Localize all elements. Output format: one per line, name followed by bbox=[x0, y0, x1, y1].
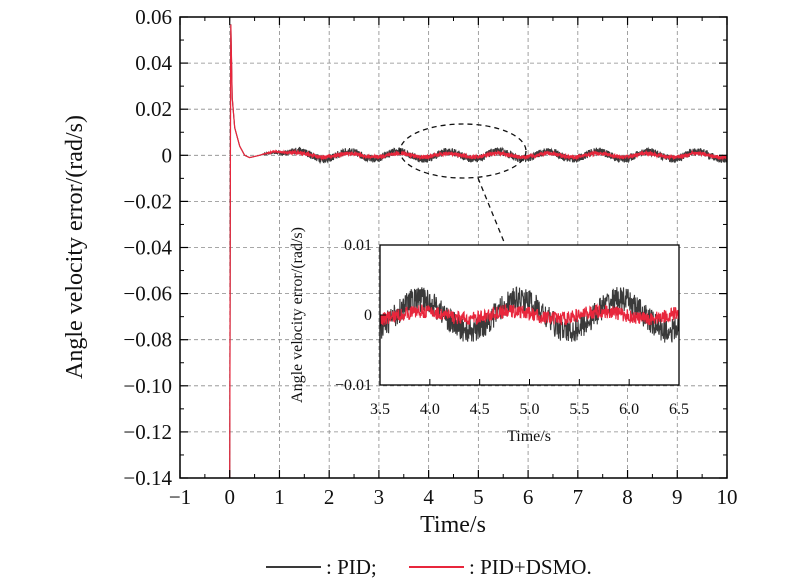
zoom-ellipse bbox=[399, 123, 527, 179]
inset-ticklabels: 3.5 4.0 4.5 5.0 5.5 6.0 6.5 0.01 0 −0.01 bbox=[335, 237, 689, 418]
inset-y-axis-label: Angle velocity error/(rad/s) bbox=[289, 227, 306, 403]
y-tick-label: 0.04 bbox=[135, 51, 172, 75]
x-tick-label: 5 bbox=[473, 485, 484, 509]
inset-ticks bbox=[379, 244, 680, 386]
inset-x-tick-label: 6.0 bbox=[619, 401, 639, 418]
x-axis-label: Time/s bbox=[420, 512, 486, 538]
inset-x-axis-label: Time/s bbox=[507, 428, 551, 445]
x-tick-label: 6 bbox=[523, 485, 534, 509]
inset-x-tick-label: 4.0 bbox=[420, 401, 440, 418]
y-tick-label: 0.02 bbox=[135, 97, 172, 121]
x-tick-label: 3 bbox=[374, 485, 385, 509]
inset-y-tick-label: 0.01 bbox=[344, 237, 372, 254]
x-tick-label: 0 bbox=[224, 485, 235, 509]
zoom-arrow-line bbox=[477, 177, 523, 287]
x-tick-label: 4 bbox=[423, 485, 434, 509]
x-tick-label: 1 bbox=[274, 485, 285, 509]
y-axis-label: Angle velocity error/(rad/s) bbox=[62, 115, 88, 379]
legend-label-pid-dsmo: : PID+DSMO. bbox=[469, 555, 592, 579]
x-tick-label: −1 bbox=[169, 485, 191, 509]
x-tick-label: 9 bbox=[672, 485, 683, 509]
x-tick-label: 7 bbox=[573, 485, 584, 509]
legend-label-pid: : PID; bbox=[326, 555, 377, 579]
main-ticks bbox=[179, 16, 728, 479]
main-ticklabels: −1 0 1 2 3 4 5 6 7 8 9 10 0.06 0.04 0.02 0 −0.02 −0.04 −0.… bbox=[123, 5, 737, 509]
y-tick-label: −0.08 bbox=[123, 328, 172, 352]
main-series bbox=[229, 24, 728, 479]
inset-series bbox=[379, 286, 680, 343]
legend: : PID; : PID+DSMO. bbox=[266, 555, 592, 579]
inset-x-tick-label: 5.0 bbox=[520, 401, 540, 418]
x-tick-label: 10 bbox=[717, 485, 738, 509]
inset-y-tick-label: −0.01 bbox=[335, 377, 372, 394]
inset-x-tick-label: 6.5 bbox=[669, 401, 689, 418]
y-tick-label: 0 bbox=[162, 143, 173, 167]
x-tick-label: 2 bbox=[324, 485, 335, 509]
y-tick-label: 0.06 bbox=[135, 5, 172, 29]
y-tick-label: −0.12 bbox=[123, 420, 172, 444]
y-tick-label: −0.04 bbox=[123, 236, 172, 260]
inset-x-tick-label: 4.5 bbox=[470, 401, 490, 418]
inset-x-tick-label: 5.5 bbox=[569, 401, 589, 418]
y-tick-label: −0.10 bbox=[123, 374, 172, 398]
inset-x-tick-label: 3.5 bbox=[370, 401, 390, 418]
y-tick-label: −0.06 bbox=[123, 282, 172, 306]
y-tick-label: −0.02 bbox=[123, 189, 172, 213]
y-tick-label: −0.14 bbox=[123, 466, 172, 490]
inset-y-tick-label: 0 bbox=[364, 307, 372, 324]
x-tick-label: 8 bbox=[622, 485, 633, 509]
series-line-pid-dsmo bbox=[229, 24, 728, 479]
inset-series-line-pid-dsmo bbox=[379, 303, 680, 326]
